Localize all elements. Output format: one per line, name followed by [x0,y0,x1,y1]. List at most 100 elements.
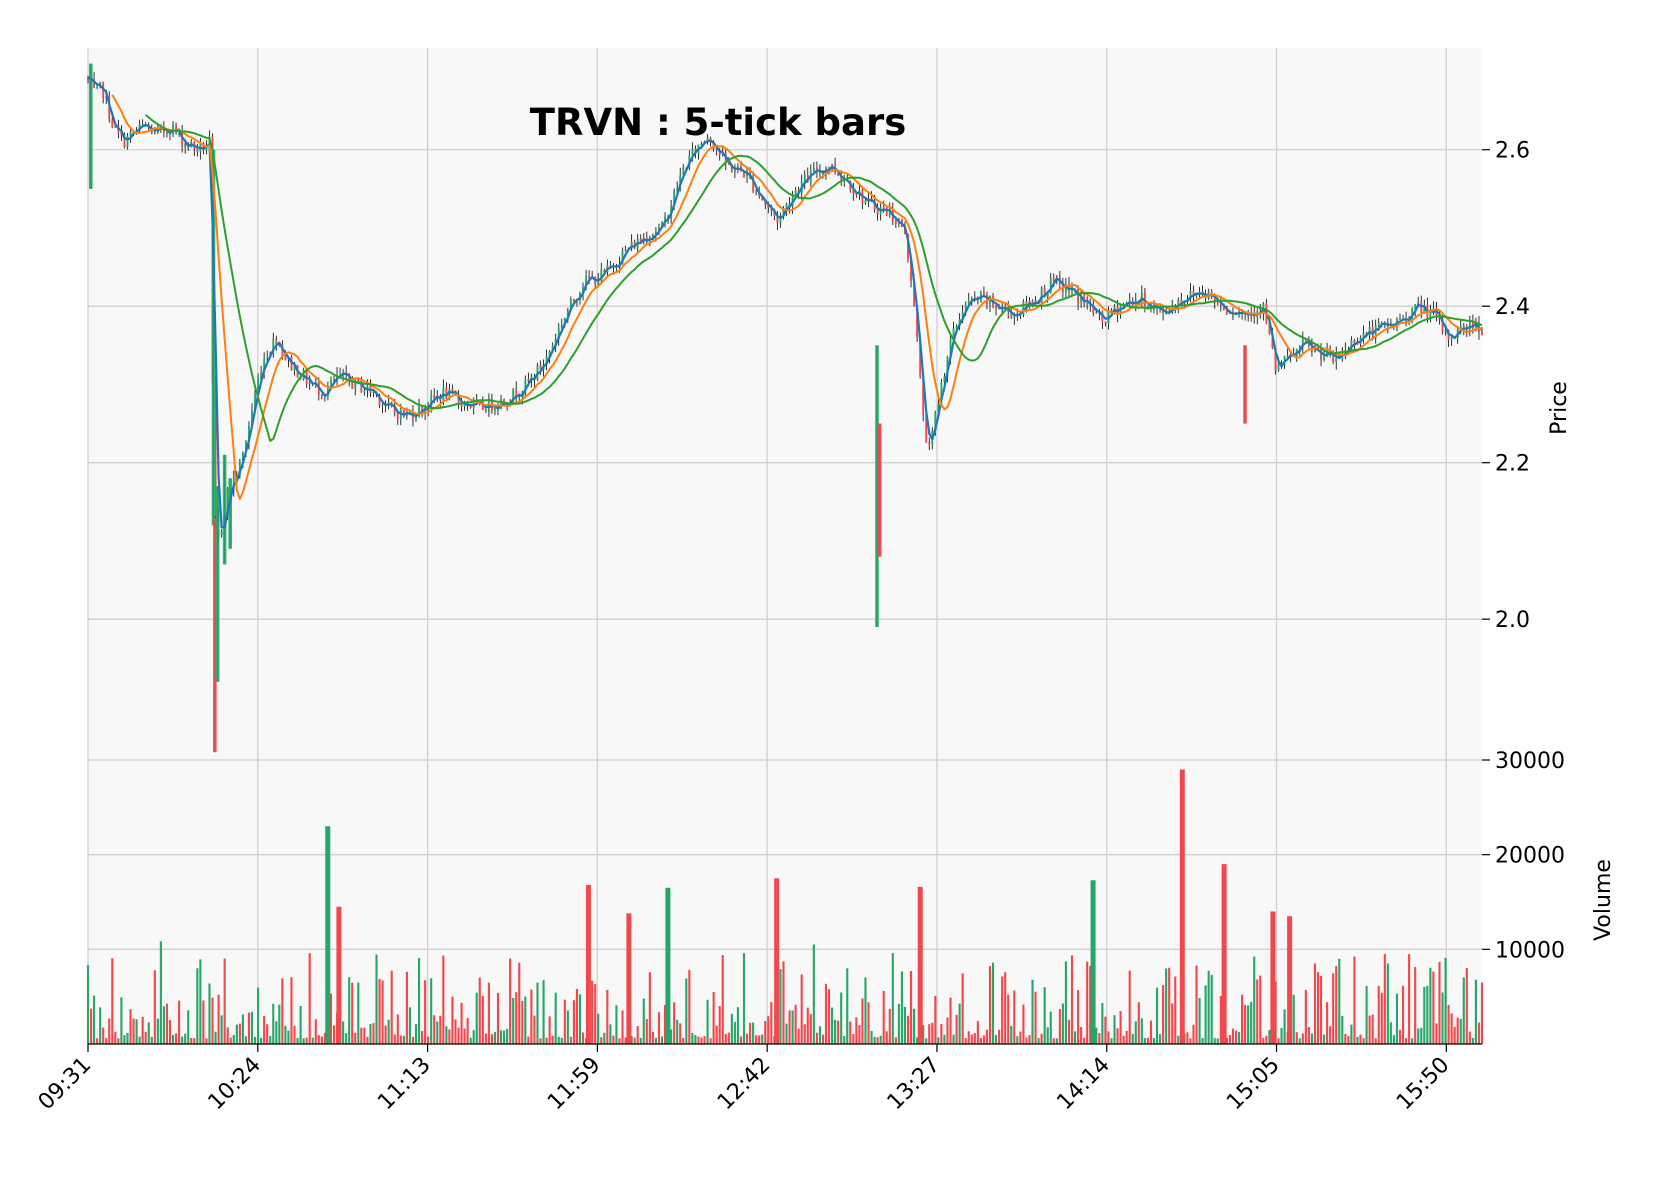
candle-body [1080,296,1083,303]
candle-body [664,216,666,222]
volume-bar [348,977,351,1044]
volume-bar [770,1001,773,1044]
volume-bar [612,1035,615,1044]
candle-body [597,280,600,285]
candle-body [1468,320,1471,331]
volume-bar [1237,1031,1241,1044]
volume-bar [882,990,885,1044]
volume-bar [1471,1037,1474,1044]
volume-bar [1207,970,1210,1044]
volume-bar [985,1029,989,1044]
volume-tick-label: 20000 [1495,844,1565,869]
volume-bar [578,994,582,1044]
candle-body [940,381,943,405]
candle-body [248,425,250,443]
volume-bar [436,1021,439,1044]
candle-body [1298,346,1301,350]
candle-body [1314,348,1316,353]
volume-bar [1356,1036,1359,1044]
ma-line-2 [111,94,1483,500]
volume-bar [1398,1029,1402,1044]
volume-bar [903,1006,907,1044]
volume-bar [758,1035,761,1044]
candle-body [925,414,928,443]
volume-bar [393,1034,396,1044]
volume-bar [1420,1027,1423,1044]
candle-body [651,234,654,239]
candle-body [812,167,815,171]
volume-bar [1086,961,1089,1044]
volume-bar [515,992,518,1044]
time-tick-label: 15:50 [1392,1053,1455,1116]
volume-bar [1159,1034,1162,1044]
volume-bar [861,998,864,1044]
volume-bar [1089,965,1092,1044]
volume-bar [287,1030,290,1044]
volume-bar [193,1038,196,1044]
volume-bar [162,1006,165,1044]
volume-bar [788,1010,791,1044]
candle-body [184,143,187,148]
candle-body [1119,305,1122,315]
candle-body [673,190,676,207]
volume-bar [260,1037,263,1044]
volume-bar [430,978,433,1044]
volume-bar [1177,1035,1180,1044]
volume-bar [275,1021,278,1044]
volume-bar [503,1030,506,1044]
volume-bar [1244,1004,1247,1044]
volume-bar [150,1036,153,1044]
volume-bar [572,1000,575,1044]
volume-bar [320,1036,323,1044]
candle-body [1192,290,1195,297]
volume-bar [879,1035,882,1044]
volume-bar [688,969,691,1044]
volume-bar [597,1013,600,1044]
volume-bar [885,1031,888,1044]
candle-body [1010,311,1013,319]
volume-bar [147,1022,150,1044]
candle-body [1031,300,1034,307]
volume-bar [764,1021,767,1044]
candle-body [609,265,612,267]
volume-bar [1444,957,1447,1044]
volume-bar [1319,976,1323,1044]
volume-bar [375,954,378,1044]
moving-average-lines [87,76,1483,529]
volume-bar [742,953,746,1044]
volume-bar [794,1004,797,1044]
volume-bar [184,1033,187,1044]
volume-bar [165,1003,169,1044]
volume-bar [970,1034,973,1044]
volume-bar [439,1015,442,1044]
volume-bar [1426,985,1429,1044]
volume-tick-label: 30000 [1495,749,1565,774]
volume-bar [694,1035,697,1044]
price-tick-label: 2.6 [1495,139,1530,164]
candle-body [873,200,876,210]
volume-bar [973,1033,976,1044]
candle-body [885,207,888,215]
volume-bar [168,1019,172,1044]
volume-bar [493,1032,497,1044]
volume-bar [995,1035,998,1044]
candle-body [141,123,144,126]
candle-body [430,394,433,408]
candle-body [448,388,451,399]
candle-body [876,209,879,215]
candle-body [913,281,916,306]
volume-bar [1034,991,1037,1044]
candle-body [961,312,964,320]
volume-bar [1323,1034,1326,1044]
candle-body [1481,332,1483,336]
candle-body [706,137,709,142]
volume-bar [1316,972,1320,1044]
volume-bar [782,961,785,1044]
volume-panel-background [88,760,1482,1044]
volume-bar [888,1008,891,1044]
volume-bar [928,1024,931,1044]
volume-bar [858,1025,861,1044]
volume-bar [448,1029,451,1044]
volume-bar [603,1032,606,1044]
